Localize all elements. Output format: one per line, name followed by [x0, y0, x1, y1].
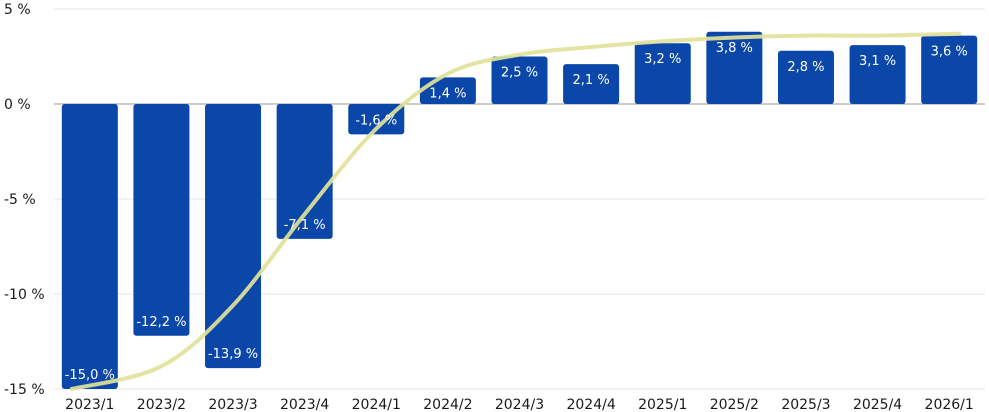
bars — [61, 31, 978, 389]
x-tick-label: 2024/2 — [423, 397, 472, 412]
data-label: 2,5 % — [501, 66, 538, 81]
data-label: 2,1 % — [573, 73, 610, 88]
x-tick-label: 2024/3 — [495, 397, 544, 412]
bar-2024-4 — [563, 64, 620, 104]
bar-2024-1 — [348, 104, 405, 135]
bar-2024-3 — [491, 56, 548, 104]
data-label: 1,4 % — [429, 86, 466, 101]
bar-2023-3 — [205, 104, 262, 369]
y-tick-label: 5 % — [4, 2, 31, 18]
bar-2025-1 — [634, 43, 691, 104]
bar-2025-3 — [777, 50, 834, 104]
x-axis-ticks: 2023/1 2023/2 2023/3 2023/4 2024/1 2024/2 2024… — [65, 397, 974, 412]
y-axis-ticks: 5 % 0 % -5 % -10 % -15 % — [4, 2, 45, 398]
x-tick-label: 2023/2 — [137, 397, 186, 412]
x-tick-label: 2023/1 — [65, 397, 114, 412]
trend-line-path — [69, 31, 962, 391]
data-label: 3,2 % — [644, 52, 681, 67]
data-label: 3,6 % — [931, 45, 968, 60]
data-label: -13,9 % — [208, 347, 258, 362]
y-tick-label: -10 % — [4, 287, 45, 303]
bar-2025-4 — [849, 45, 906, 104]
bar-2025-2 — [706, 31, 763, 104]
y-tick-label: -15 % — [4, 382, 45, 398]
x-tick-label: 2024/1 — [352, 397, 401, 412]
bar-2023-4 — [276, 104, 333, 239]
x-tick-label: 2025/2 — [710, 397, 759, 412]
bar-2023-1 — [61, 104, 118, 389]
x-tick-label: 2025/4 — [853, 397, 902, 412]
data-label: 2,8 % — [787, 60, 824, 75]
data-label: -1,6 % — [355, 113, 397, 128]
x-tick-label: 2025/1 — [638, 397, 687, 412]
data-label: 3,1 % — [859, 54, 896, 69]
x-tick-label: 2023/3 — [208, 397, 257, 412]
bar-2023-2 — [133, 104, 190, 336]
x-tick-label: 2024/4 — [566, 397, 615, 412]
x-tick-label: 2026/1 — [925, 397, 974, 412]
x-tick-label: 2023/4 — [280, 397, 329, 412]
bar-2026-1 — [921, 35, 978, 104]
trend-line — [69, 31, 962, 391]
y-tick-label: -5 % — [4, 192, 36, 208]
x-tick-label: 2025/3 — [781, 397, 830, 412]
y-tick-label: 0 % — [4, 97, 31, 113]
bar-2024-2 — [419, 77, 476, 104]
data-label: -12,2 % — [136, 315, 186, 330]
data-label: -7,1 % — [284, 218, 326, 233]
data-label: -15,0 % — [65, 368, 115, 383]
data-labels: -15,0 % -12,2 % -13,9 % -7,1 % -1,6 % 1,4 % 2,… — [65, 41, 968, 383]
data-label: 3,8 % — [716, 41, 753, 56]
